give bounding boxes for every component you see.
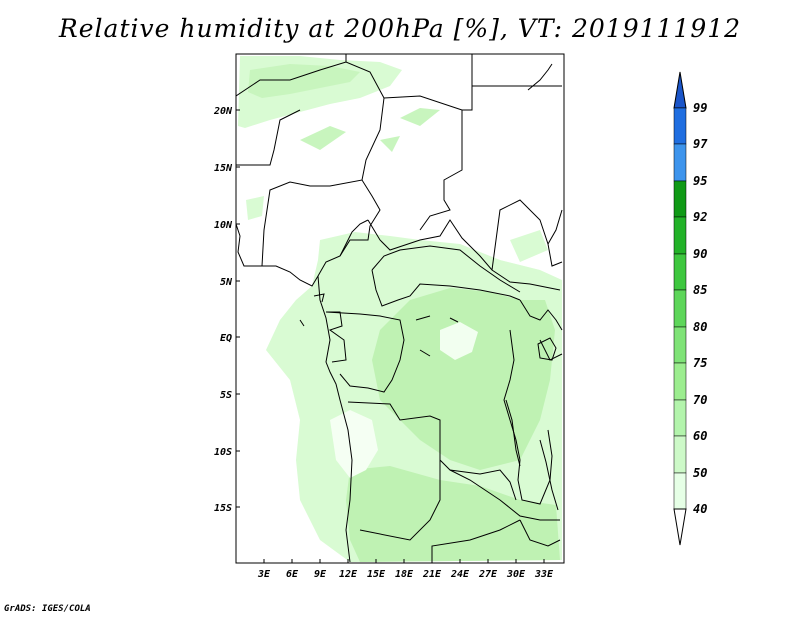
humidity-field-core (372, 288, 555, 470)
grads-credit: GrADS: IGES/COLA (4, 604, 91, 614)
colorbar-swatch-80-85 (673, 289, 687, 328)
colorbar-label: 50 (693, 466, 707, 480)
colorbar-swatch-40-50 (673, 472, 687, 510)
humidity-field-streak-5 (510, 230, 548, 262)
lat-tick-label: 20N (213, 106, 233, 117)
humidity-field-streak-3 (380, 136, 400, 152)
colorbar-label: 92 (693, 210, 707, 224)
lat-tick-label: 15S (214, 503, 232, 514)
country-boundaries (236, 54, 563, 563)
lake-tanganyika (505, 399, 521, 467)
colorbar-swatch-90-92 (673, 216, 687, 255)
lon-tick-label: 15E (367, 569, 386, 580)
inland-lines (299, 293, 459, 357)
humidity-shading (238, 56, 562, 562)
lon-tick-label: 9E (314, 569, 327, 580)
colorbar-swatch-70-75 (673, 362, 687, 401)
colorbar-bottom-arrow (673, 508, 687, 546)
car-border (371, 245, 521, 293)
lat-tick-label: 5S (220, 390, 232, 401)
gulf-of-guinea-coast (317, 275, 353, 563)
colorbar-swatch-92-95 (673, 180, 687, 218)
lake-malawi (539, 439, 559, 511)
lon-tick-label: 6E (286, 569, 299, 580)
colorbar-top-arrow (673, 71, 687, 109)
humidity-field-north-band (248, 64, 360, 98)
zambia-border (449, 469, 560, 521)
zimbabwe-border (431, 519, 521, 562)
humidity-field-streak-4 (246, 196, 264, 220)
colorbar-swatch-75-80 (673, 326, 687, 364)
map-frame (235, 53, 565, 564)
colorbar: 99 97 95 92 90 85 80 75 70 60 50 40 (673, 71, 708, 546)
lat-tick-label: 10S (214, 447, 232, 458)
mozambique-border (519, 519, 561, 547)
lat-tick-label: 5N (220, 277, 233, 288)
lon-tick-label: 30E (506, 569, 526, 580)
colorbar-label: 99 (693, 101, 707, 115)
colorbar-label: 70 (693, 393, 707, 407)
humidity-field-dry-west (330, 410, 378, 478)
nile-region (547, 209, 563, 245)
lat-tick-label: 15N (214, 163, 233, 174)
colorbar-label: 75 (693, 356, 707, 370)
colorbar-label: 97 (693, 137, 708, 151)
lat-tick-label: 10N (214, 220, 233, 231)
gabon-border (326, 311, 347, 363)
colorbar-label: 80 (693, 320, 707, 334)
chad-border (367, 219, 561, 291)
sudan-border (491, 199, 563, 271)
sahara-border-3 (345, 54, 473, 111)
cameroon-congo-border (371, 269, 521, 307)
lon-tick-label: 21E (422, 569, 442, 580)
colorbar-label: 90 (693, 247, 707, 261)
angola-zambia-border (359, 460, 441, 541)
colorbar-swatch-60-70 (673, 399, 687, 437)
lon-tick-label: 24E (450, 569, 470, 580)
chart-title: Relative humidity at 200hPa [%], VT: 201… (58, 14, 742, 43)
lon-tick-label: 12E (339, 569, 358, 580)
lake-victoria (537, 337, 557, 361)
lon-tick-label: 3E (257, 569, 271, 580)
lon-tick-label: 33E (534, 569, 554, 580)
congo-border (325, 311, 405, 393)
humidity-field-streak-1 (300, 126, 346, 150)
colorbar-swatch-50-60 (673, 435, 687, 474)
west-coastline (236, 219, 369, 287)
colorbar-label: 60 (693, 429, 707, 443)
colorbar-label: 85 (693, 283, 707, 297)
nigeria-border (261, 179, 381, 267)
colorbar-swatch-95-97 (673, 143, 687, 182)
colorbar-swatch-97-99 (673, 107, 687, 145)
uganda-border (519, 299, 563, 331)
colorbar-label: 40 (693, 502, 707, 516)
sahara-border-1 (236, 61, 385, 181)
humidity-field-streak-2 (400, 108, 440, 126)
colorbar-label: 95 (693, 174, 707, 188)
latitude-axis: 20N 15N 10N 5N EQ 5S 10S 15S (213, 106, 240, 514)
lat-tick-label: EQ (220, 333, 232, 344)
red-sea-coast (527, 63, 553, 91)
humidity-field-dry-patch (440, 322, 478, 360)
lon-tick-label: 27E (478, 569, 498, 580)
longitude-axis: 3E 6E 9E 12E 15E 18E 21E 24E 27E 30E 33E (257, 559, 554, 580)
west-africa-border (236, 109, 301, 166)
colorbar-swatch-85-90 (673, 253, 687, 291)
lon-tick-label: 18E (395, 569, 414, 580)
sahara-border-2 (383, 95, 463, 231)
